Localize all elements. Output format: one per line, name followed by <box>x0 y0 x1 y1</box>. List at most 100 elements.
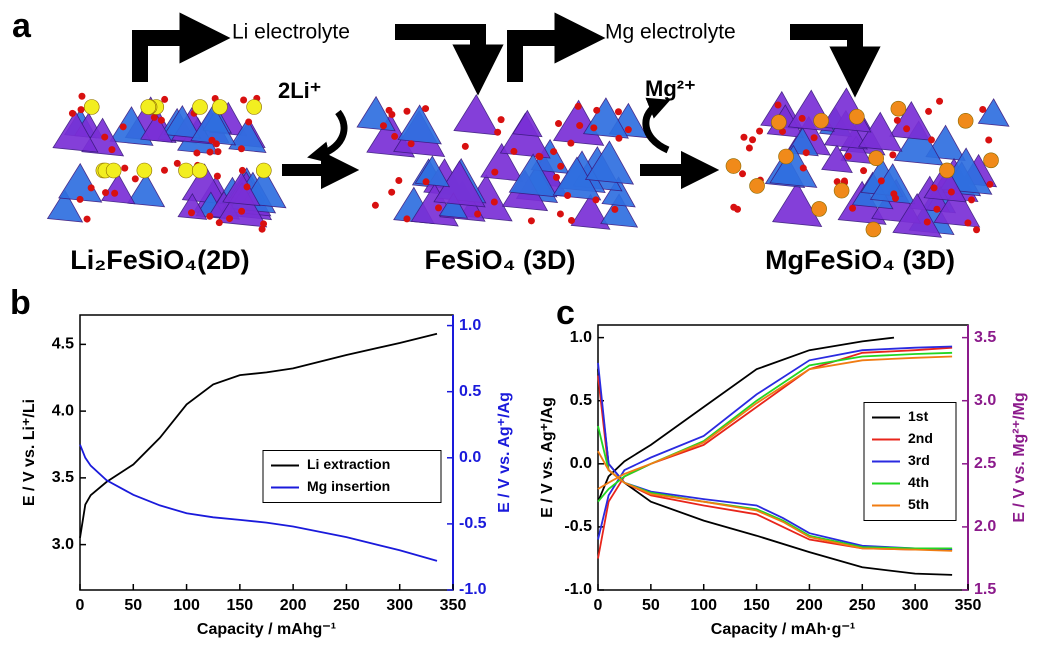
atom <box>749 136 756 143</box>
atom <box>568 217 575 224</box>
x-tick-label: 250 <box>333 597 360 614</box>
atom <box>849 205 856 212</box>
x-tick-label: 100 <box>690 597 717 614</box>
atom <box>739 170 746 177</box>
y2-tick-label: 3.5 <box>974 329 996 346</box>
atom <box>491 169 498 176</box>
atom <box>866 222 881 237</box>
atom <box>968 196 975 203</box>
legend-label: 3rd <box>908 452 930 468</box>
atom <box>750 178 765 193</box>
atom <box>891 101 906 116</box>
compound-label: Li₂FeSiO₄(2D) <box>70 245 249 275</box>
atom <box>811 134 818 141</box>
polyhedron <box>454 95 499 135</box>
atom <box>247 100 262 115</box>
x-tick-label: 300 <box>386 597 413 614</box>
atom <box>985 137 992 144</box>
atom <box>213 140 220 147</box>
atom <box>800 165 807 172</box>
atom <box>553 174 560 181</box>
x-axis-label: Capacity / mAhg⁻¹ <box>197 621 336 638</box>
arrow <box>395 32 478 70</box>
x-tick-label: 350 <box>955 597 982 614</box>
atom <box>120 123 127 130</box>
polyhedron <box>822 88 871 132</box>
atom <box>240 97 247 104</box>
polyhedron <box>102 174 135 204</box>
atom <box>84 216 91 223</box>
y2-tick-label: 0.0 <box>459 449 481 466</box>
atom <box>111 190 118 197</box>
arrow <box>140 38 205 82</box>
atom <box>814 113 829 128</box>
atom <box>245 118 252 125</box>
atom <box>498 116 505 123</box>
atom <box>555 120 562 127</box>
atom <box>216 219 223 226</box>
crystal-structures <box>48 88 1009 237</box>
atom <box>592 196 599 203</box>
atom <box>557 163 564 170</box>
atom <box>462 143 469 150</box>
atom <box>88 184 95 191</box>
legend-label: 4th <box>908 474 929 490</box>
atom <box>924 218 931 225</box>
y-tick-label: -1.0 <box>564 581 592 598</box>
atom <box>567 140 574 147</box>
atom <box>102 189 109 196</box>
y2-tick-label: 2.0 <box>974 518 996 535</box>
atom <box>84 100 99 115</box>
panel-label: a <box>12 7 32 45</box>
atom <box>435 204 442 211</box>
atom <box>403 108 410 115</box>
atom <box>372 202 379 209</box>
legend-label: 5th <box>908 496 929 512</box>
y-axis-label: E / V vs. Ag⁺/Ag <box>539 397 556 518</box>
atom <box>894 117 901 124</box>
legend-label: 1st <box>908 408 929 424</box>
y-tick-label: -0.5 <box>564 518 592 535</box>
x-tick-label: 200 <box>280 597 307 614</box>
y-tick-label: 3.5 <box>52 469 74 486</box>
atom <box>803 149 810 156</box>
atom <box>958 113 973 128</box>
y2-tick-label: 0.5 <box>459 383 481 400</box>
atom <box>849 109 864 124</box>
atom <box>192 100 207 115</box>
atom <box>179 163 194 178</box>
atom <box>860 167 867 174</box>
atom <box>625 126 632 133</box>
atom <box>161 167 168 174</box>
atom <box>928 136 935 143</box>
x-tick-label: 350 <box>440 597 467 614</box>
atom <box>423 178 430 185</box>
atom <box>161 96 168 103</box>
atom <box>380 122 387 129</box>
atom <box>740 134 747 141</box>
atom <box>889 151 896 158</box>
atom <box>207 149 214 156</box>
atom <box>151 114 158 121</box>
atom <box>984 153 999 168</box>
atom <box>779 149 794 164</box>
y2-axis-label: E / V vs. Ag⁺/Ag <box>496 392 513 513</box>
atom <box>108 146 115 153</box>
panel-label: c <box>556 294 575 332</box>
y-tick-label: 0.5 <box>570 392 592 409</box>
y-tick-label: 4.5 <box>52 336 74 353</box>
atom <box>510 148 517 155</box>
atom <box>141 100 156 115</box>
atom <box>528 217 535 224</box>
ion-label: 2Li⁺ <box>278 78 321 103</box>
y-tick-label: 4.0 <box>52 402 74 419</box>
atom <box>726 159 741 174</box>
atom <box>973 226 980 233</box>
x-tick-label: 50 <box>642 597 660 614</box>
y-axis-label: E / V vs. Li⁺/Li <box>21 399 38 506</box>
atom <box>214 148 221 155</box>
atom <box>931 184 938 191</box>
x-axis-label: Capacity / mAh·g⁻¹ <box>711 621 855 638</box>
atom <box>78 93 85 100</box>
